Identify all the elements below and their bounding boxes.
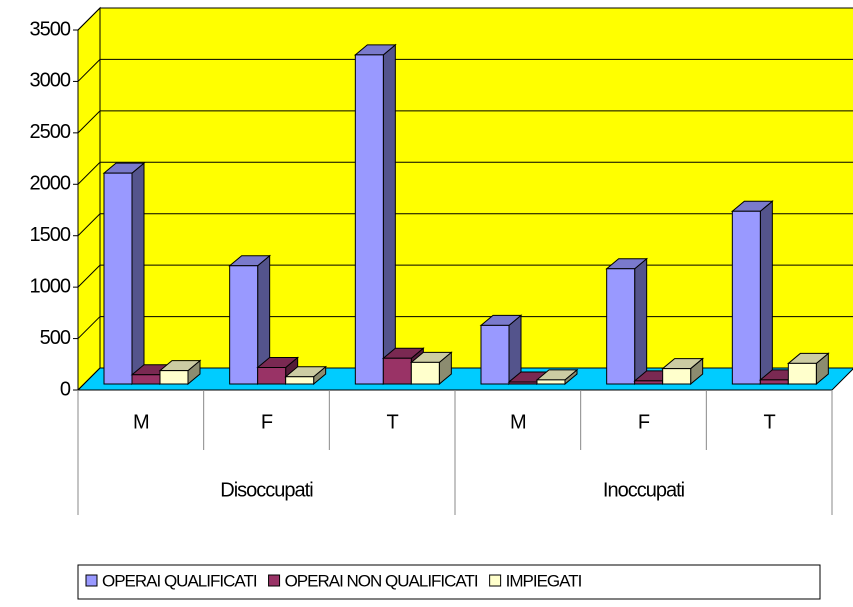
bar: [786, 352, 830, 386]
bar-face: [606, 268, 636, 385]
bar-face: [131, 162, 145, 386]
bar-face: [103, 172, 133, 385]
bar-face: [229, 265, 259, 385]
bar-face: [731, 210, 761, 385]
side-wall: [77, 6, 101, 392]
grid-line: [77, 7, 853, 31]
legend-swatch: [268, 574, 281, 587]
bar: [409, 351, 453, 386]
y-tick-label: 1500: [30, 224, 71, 246]
group-label: Disoccupati: [220, 479, 313, 501]
legend-label: IMPIEGATI: [506, 571, 582, 590]
group-label: Inoccupati: [603, 479, 685, 501]
bar: [158, 359, 202, 386]
bar-face: [257, 367, 287, 385]
legend-swatch: [85, 574, 98, 587]
bar: [353, 43, 397, 386]
bar-face: [759, 200, 773, 386]
x-tick-label: M: [133, 411, 149, 433]
bar-face: [131, 374, 161, 385]
bar-face: [285, 376, 315, 385]
x-tick-label: F: [638, 411, 650, 433]
legend-swatch: [489, 574, 502, 587]
y-tick-label: 2000: [30, 173, 71, 195]
bar: [730, 200, 774, 386]
bar-face: [480, 324, 510, 385]
x-tick-label: T: [387, 411, 399, 433]
y-tick-label: 0: [60, 378, 71, 400]
bar: [535, 368, 579, 386]
bar-face: [382, 43, 396, 386]
legend-box: [77, 564, 821, 600]
bar-face: [354, 54, 384, 385]
grid-line: [77, 367, 853, 391]
bar-face: [634, 257, 648, 386]
bar-face: [536, 379, 566, 385]
bar-face: [787, 362, 817, 385]
grid-line: [77, 161, 853, 185]
bar-face: [159, 370, 189, 385]
grid-line: [77, 213, 853, 237]
bar-face: [662, 368, 692, 385]
bar: [605, 257, 649, 386]
y-tick-label: 2500: [30, 121, 71, 143]
legend-label: OPERAI QUALIFICATI: [102, 571, 257, 590]
grid-line: [77, 58, 853, 82]
y-tick-label: 500: [40, 327, 71, 349]
x-tick-label: F: [261, 411, 273, 433]
bar-face: [634, 380, 664, 385]
y-tick-label: 3000: [30, 70, 71, 92]
grid-line: [77, 110, 853, 134]
bar-face: [410, 361, 440, 385]
bar-face: [382, 357, 412, 385]
bar-face: [759, 379, 789, 385]
bar: [284, 365, 328, 386]
bar: [256, 356, 300, 386]
bar: [661, 357, 705, 386]
bar: [228, 254, 272, 386]
grid-line: [77, 316, 853, 339]
bar: [479, 314, 523, 386]
y-tick-label: 1000: [30, 275, 71, 297]
legend-label: OPERAI NON QUALIFICATI: [285, 571, 478, 590]
x-tick-label: M: [510, 411, 526, 433]
grid-line: [77, 264, 853, 288]
bar-face: [508, 381, 538, 385]
x-tick-label: T: [764, 411, 776, 433]
bar: [102, 162, 146, 386]
y-tick-label: 3500: [30, 18, 71, 40]
